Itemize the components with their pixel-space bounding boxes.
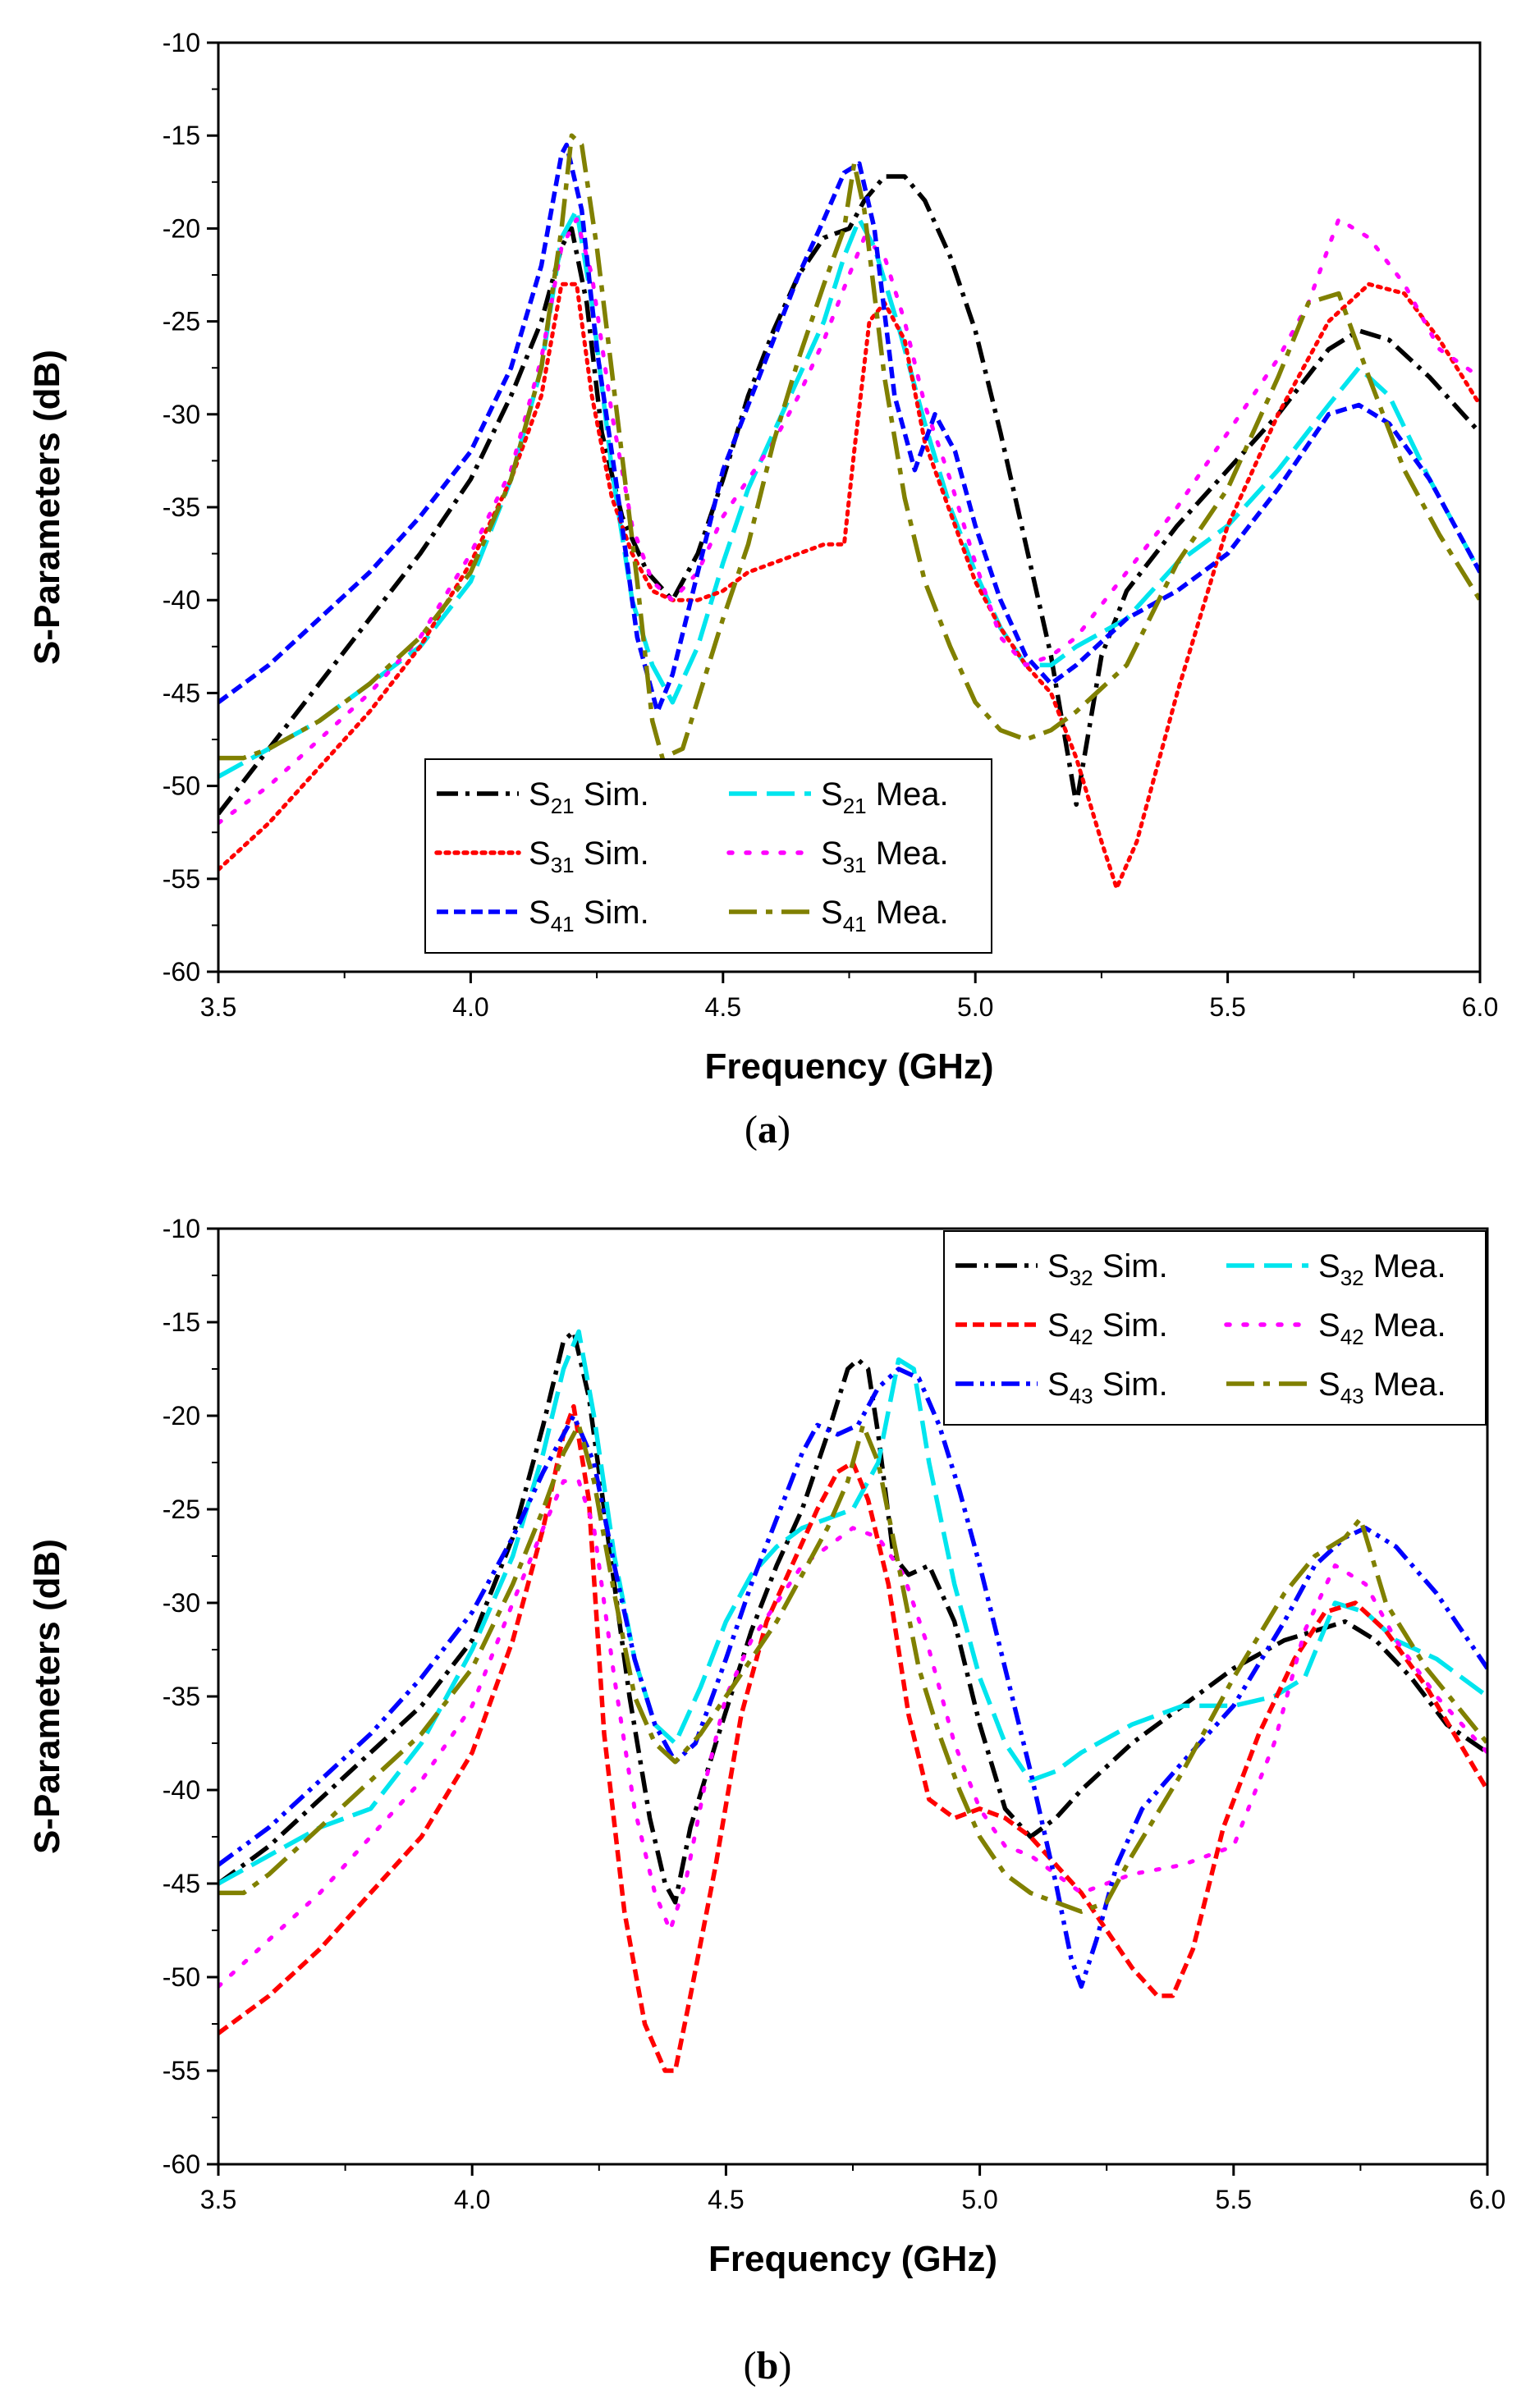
legend-item: S21 Sim. — [437, 776, 649, 818]
legend-label: S32 Sim. — [1047, 1248, 1168, 1290]
legend-item: S43 Mea. — [1226, 1367, 1446, 1408]
legend-label: S42 Sim. — [1047, 1307, 1168, 1349]
series-lines — [218, 1329, 1487, 2073]
y-tick-label: -20 — [163, 1401, 200, 1431]
y-tick-label: -40 — [163, 585, 200, 615]
y-tick-label: -30 — [163, 400, 200, 429]
y-tick-label: -15 — [163, 121, 200, 150]
y-tick-label: -60 — [163, 957, 200, 987]
series-line-s21-mea — [218, 208, 1480, 779]
y-tick-label: -50 — [163, 1962, 200, 1992]
legend-item: S32 Mea. — [1226, 1248, 1446, 1290]
y-tick-label: -45 — [163, 1869, 200, 1898]
y-tick-label: -40 — [163, 1775, 200, 1805]
series-line-s41-sim — [218, 142, 1480, 714]
legend-item: S41 Mea. — [729, 895, 949, 936]
x-tick-label: 4.0 — [454, 2185, 490, 2214]
x-tick-label: 5.0 — [961, 2185, 997, 2214]
y-tick-label: -55 — [163, 864, 200, 894]
legend-item: S43 Sim. — [955, 1367, 1168, 1408]
x-tick-label: 5.5 — [1209, 992, 1245, 1022]
panel-caption: (b) — [744, 2344, 792, 2387]
series-line-s43-mea — [218, 1422, 1487, 1914]
y-axis-title: S-Parameters (dB) — [27, 1539, 67, 1854]
legend-label: S42 Mea. — [1318, 1307, 1446, 1349]
y-tick-label: -60 — [163, 2149, 200, 2179]
panel-caption: (a) — [745, 1108, 790, 1151]
legend: S32 Sim. S32 Mea. S42 Sim. S42 Mea. S43 Sim.… — [943, 1230, 1487, 1426]
legend-label: S31 Sim. — [529, 835, 649, 877]
legend-item: S31 Mea. — [726, 835, 949, 877]
panel-a: 3.5 4.0 4.5 5.0 5.5 6.0 -10 -15 -20 -25 -30 -35 -40 -… — [27, 28, 1498, 1151]
legend-label: S43 Mea. — [1318, 1367, 1446, 1408]
legend: S21 Sim. S21 Mea. S31 Sim. S31 Mea. S41 Sim.… — [424, 758, 992, 954]
y-tick-label: -30 — [163, 1588, 200, 1618]
legend-label: S41 Sim. — [529, 895, 649, 936]
legend-item: S42 Mea. — [1224, 1307, 1446, 1349]
x-tick-label: 4.5 — [705, 992, 741, 1022]
series-line-s41-mea — [218, 133, 1480, 761]
legend-item: S41 Sim. — [437, 895, 649, 936]
panel-b: 3.5 4.0 4.5 5.0 5.5 6.0 -10 -15 -20 -25 -30 -35 -40 -… — [27, 1214, 1505, 2387]
y-tick-label: -50 — [163, 771, 200, 801]
legend-item: S31 Sim. — [434, 835, 649, 877]
legend-label: S21 Sim. — [529, 776, 649, 818]
x-tick-label: 5.5 — [1216, 2185, 1252, 2214]
legend-box — [943, 1230, 1487, 1426]
x-tick-label: 4.0 — [452, 992, 488, 1022]
x-tick-label: 4.5 — [708, 2185, 744, 2214]
legend-box — [424, 758, 992, 954]
legend-label: S21 Mea. — [821, 776, 949, 818]
legend-label: S41 Mea. — [821, 895, 949, 936]
y-tick-label: -35 — [163, 492, 200, 522]
legend-label: S43 Sim. — [1047, 1367, 1168, 1408]
x-axis-title: Frequency (GHz) — [704, 1046, 993, 1087]
y-tick-label: -15 — [163, 1307, 200, 1337]
y-tick-label: -45 — [163, 678, 200, 707]
y-tick-label: -10 — [163, 28, 200, 57]
y-tick-label: -25 — [163, 307, 200, 336]
series-line-s43-sim — [218, 1367, 1487, 1989]
series-line-s31-sim — [218, 282, 1480, 890]
series-line-s32-mea — [218, 1329, 1487, 1886]
legend-item: S42 Sim. — [955, 1307, 1168, 1349]
x-axis-title: Frequency (GHz) — [708, 2239, 997, 2279]
x-tick-label: 3.5 — [200, 992, 236, 1022]
series-line-s32-sim — [218, 1329, 1487, 1905]
x-tick-label: 6.0 — [1462, 992, 1498, 1022]
series-line-s31-mea — [218, 217, 1480, 826]
y-axis-title: S-Parameters (dB) — [27, 350, 67, 665]
x-tick-label: 5.0 — [957, 992, 993, 1022]
series-line-s21-sim — [218, 174, 1480, 816]
legend-label: S31 Mea. — [821, 835, 949, 877]
x-tick-label: 3.5 — [200, 2185, 236, 2214]
y-tick-label: -35 — [163, 1682, 200, 1711]
y-tick-label: -10 — [163, 1214, 200, 1243]
y-tick-label: -25 — [163, 1495, 200, 1524]
legend-item: S32 Sim. — [955, 1248, 1168, 1290]
x-tick-label: 6.0 — [1469, 2185, 1505, 2214]
series-line-s42-mea — [218, 1479, 1487, 1989]
y-tick-label: -20 — [163, 213, 200, 243]
y-tick-label: -55 — [163, 2056, 200, 2085]
legend-item: S21 Mea. — [729, 776, 949, 818]
legend-label: S32 Mea. — [1318, 1248, 1446, 1290]
series-lines — [218, 133, 1480, 890]
